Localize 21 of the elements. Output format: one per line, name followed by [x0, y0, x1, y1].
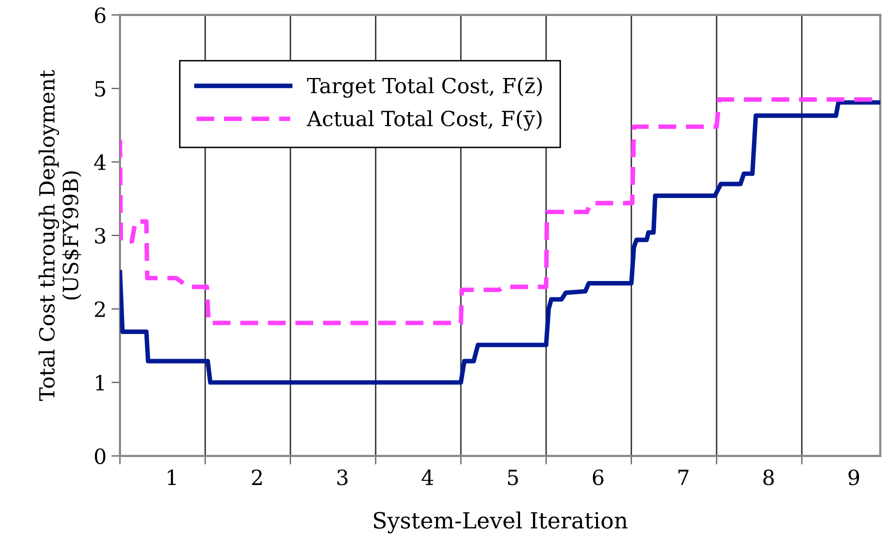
y-tick-label: 4 [94, 154, 106, 170]
y-tick-label: 0 [94, 448, 106, 464]
x-tick-label: 1 [168, 470, 176, 485]
y-axis-title: Total Cost through Deployment (US$FY99B) [38, 70, 82, 401]
y-tick-label: 2 [94, 301, 105, 317]
y-tick-label: 5 [95, 81, 106, 97]
x-tick-label: 5 [508, 470, 518, 486]
legend-label: Actual Total Cost, F(ȳ) [306, 110, 542, 131]
line-series [120, 100, 880, 385]
x-tick-label: 7 [678, 470, 688, 485]
x-axis-title: System-Level Iteration [374, 512, 628, 534]
x-tick-label: 2 [252, 470, 262, 485]
x-tick-label: 9 [848, 470, 860, 486]
y-tick-label: 3 [95, 228, 106, 244]
y-tick-label: 1 [96, 374, 104, 390]
x-tick-label: 6 [592, 470, 604, 486]
x-tick-label: 8 [763, 470, 774, 486]
y-tick-label: 6 [94, 7, 106, 24]
legend-label: Target Total Cost, F(z̄) [307, 77, 542, 98]
x-tick-label: 4 [422, 470, 434, 485]
x-tick-label: 3 [337, 470, 348, 486]
